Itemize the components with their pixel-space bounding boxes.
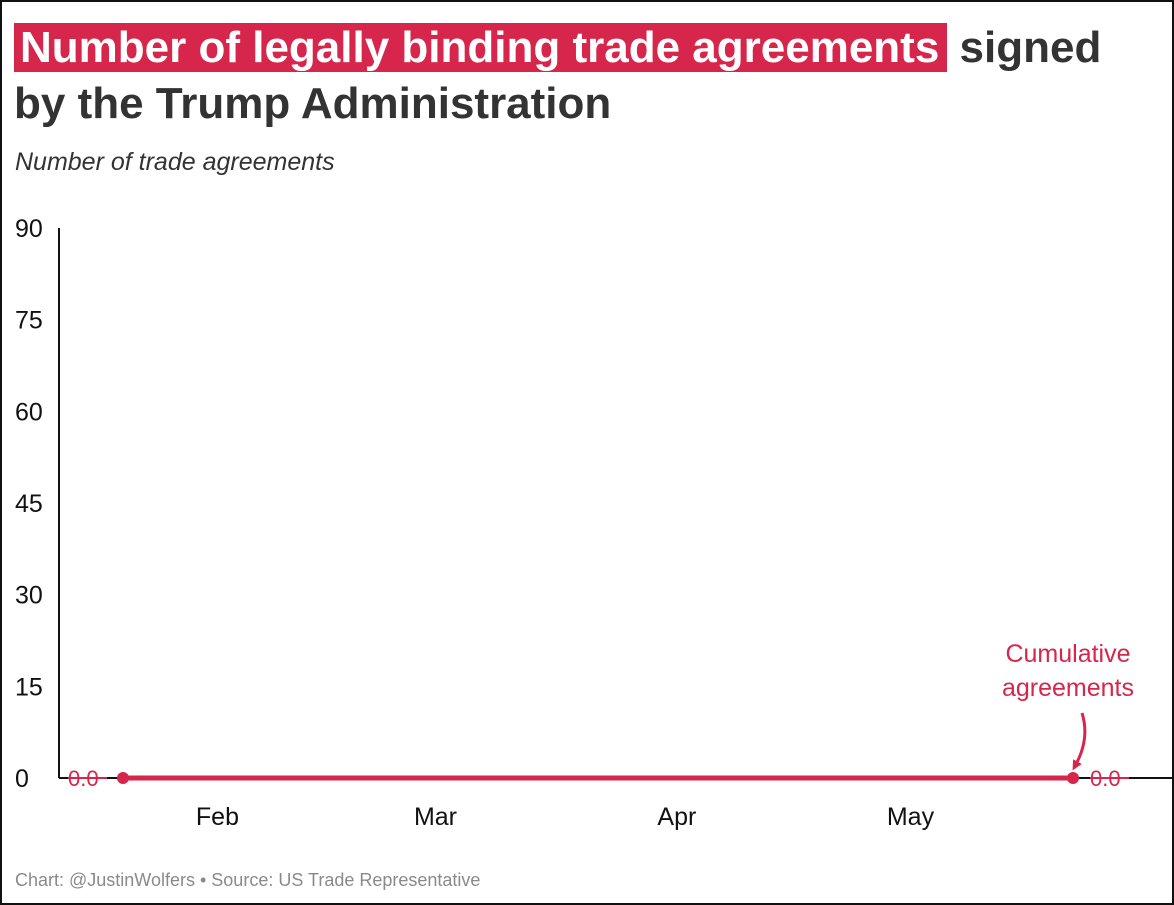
annotation-line: Cumulative <box>1005 640 1130 668</box>
source-caption: Chart: @JustinWolfers • Source: US Trade… <box>15 870 481 890</box>
x-tick-label-apr: Apr <box>657 803 696 831</box>
y-tick-label-30: 30 <box>15 582 43 610</box>
y-tick-label-75: 75 <box>15 307 43 335</box>
title-rest: signed by the Trump Administration <box>14 23 1102 128</box>
y-tick-label-45: 45 <box>15 490 43 518</box>
annotation-line: agreements <box>1002 674 1134 702</box>
x-tick-label-mar: Mar <box>414 803 457 831</box>
y-axis-label: Number of trade agreements <box>15 148 335 176</box>
x-tick-label-feb: Feb <box>196 803 239 831</box>
y-tick-label-15: 15 <box>15 673 43 701</box>
y-tick-label-60: 60 <box>15 398 43 426</box>
series-end-point <box>1067 772 1079 784</box>
y-tick-label-0: 0 <box>15 765 29 793</box>
x-tick-label-may: May <box>887 803 935 831</box>
chart-title: Number of legally binding trade agreemen… <box>14 20 1154 132</box>
annotation-label: Cumulative agreements <box>1002 640 1134 702</box>
y-tick-label-90: 90 <box>15 215 43 243</box>
title-highlight: Number of legally binding trade agreemen… <box>14 23 948 72</box>
annotation-arrow <box>1072 712 1087 771</box>
series-start-point <box>117 772 129 784</box>
